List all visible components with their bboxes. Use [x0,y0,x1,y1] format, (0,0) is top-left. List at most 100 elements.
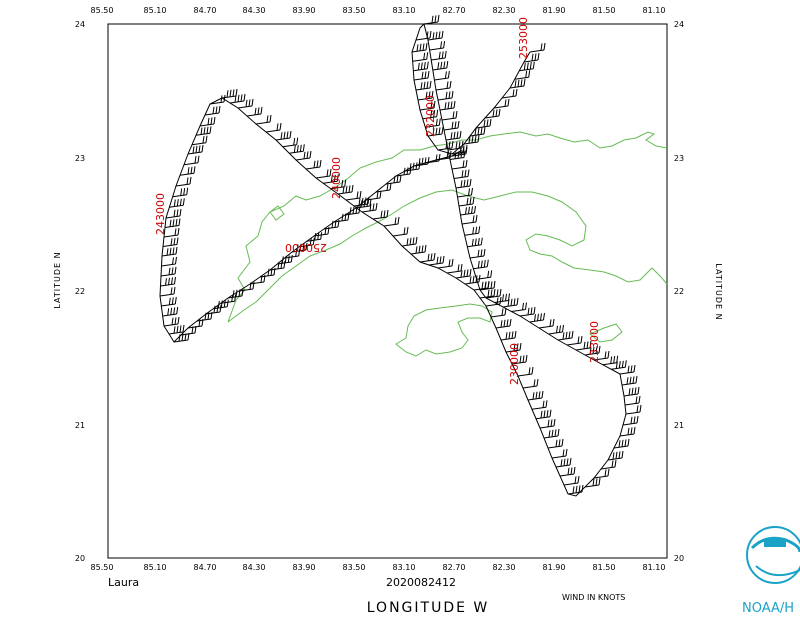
wind-barb-feather [631,387,634,395]
wind-barb-feather [213,305,216,313]
wind-barb-feather [532,392,535,400]
wind-barb-feather [453,100,456,109]
wind-barb-feather [240,94,243,102]
wind-barb-feather [280,261,283,269]
wind-barb-feather [207,117,210,125]
wind-barb-feather [182,198,185,206]
wind-barb-feather [202,136,205,144]
wind-barb-feather [245,99,248,107]
wind-barb-feather [469,178,472,187]
wind-barb-staff [229,100,245,104]
wind-barb-feather [283,260,286,269]
wind-barb-feather [287,255,290,263]
wind-barb-feather [437,14,440,23]
wind-barb-feather [444,50,447,59]
wind-barb-staff [514,76,529,80]
wind-barb-feather [438,127,441,135]
wind-barb-feather [483,119,486,127]
wind-barb-feather [525,70,528,78]
time-labels: 253000 232000 240000 243000 250000 23300… [154,17,601,385]
wind-barb-feather [639,404,642,413]
wind-barb-feather [369,203,372,211]
wind-barb-feather [235,289,238,297]
wind-barb-staff [401,243,417,247]
wind-barb-feather [469,268,472,277]
wind-barb-feather [460,263,463,272]
wind-barb-feather [431,90,434,99]
wind-barb-feather [319,159,322,168]
wind-barb-feather [430,253,433,261]
wind-barb-feather [471,135,474,143]
wind-barb-feather [627,365,630,373]
lon-tick-label: 83.90 [293,563,316,572]
wind-barb-feather [504,307,507,316]
wind-barb-feather [431,15,434,23]
wind-barb-feather [627,438,630,447]
wind-barb-feather [426,31,429,39]
wind-barb-staff [431,57,446,61]
wind-barb-staff [291,249,307,253]
wind-barb-staff [457,194,472,198]
wind-barb-staff [451,166,467,170]
wind-barb-feather [440,61,443,69]
wind-barb-feather [182,324,185,333]
wind-barb-feather [607,468,610,477]
wind-barb-staff [179,172,195,176]
wind-barb-feather [451,121,454,129]
wind-barb-feather [204,312,207,320]
wind-barb-feather [186,187,189,195]
wind-barb-staff [410,251,426,255]
wind-barb-feather [572,486,575,494]
wind-barb-feather [519,355,522,363]
wind-barb-staff [428,262,444,266]
wind-barb-feather [433,110,436,118]
wind-barb-feather [556,325,558,333]
wind-barb-feather [364,197,367,205]
wind-barb-feather [618,440,621,448]
wind-barb-feather [532,61,535,69]
wind-barb-staff [479,295,495,299]
wind-barb-feather [635,375,638,384]
wind-barb-feather [428,91,431,99]
wind-barb-feather [344,179,347,187]
wind-barb-feather [212,106,215,114]
wind-barb-feather [566,458,569,466]
wind-barb-feather [456,131,459,139]
wind-barb-feather [552,318,555,327]
wind-barb-feather [510,298,513,306]
lon-tick-label: 82.30 [493,563,516,572]
wind-barb-feather [361,197,364,205]
x-axis-label: LONGITUDE W [367,600,490,616]
wind-barb-feather [484,281,487,289]
wind-barb-feather [306,151,309,159]
wind-barb-staff [566,342,582,346]
wind-barb-staff [522,385,538,389]
wind-barb-staff [411,49,427,53]
wind-barb-feather [421,245,424,253]
lon-tick-label: 83.10 [393,6,416,15]
wind-barb-feather [316,160,319,168]
wind-barb-staff [168,331,184,335]
wind-barb-staff [404,168,420,172]
wind-barb-feather [380,210,383,218]
lat-tick-label: 21 [75,421,85,430]
wind-barb-feather [176,306,179,315]
wind-barb-staff [199,123,215,127]
wind-barb-feather [213,116,216,125]
wind-barb-feather [219,304,222,313]
wind-barb-feather [514,80,517,88]
wind-barb-feather [533,379,536,387]
wind-barb-staff [529,49,545,53]
wind-barb-feather [293,138,296,146]
wind-barb-feather [504,99,507,107]
wind-barb-feather [286,131,289,139]
wind-barb-staff [361,209,377,213]
wind-barb-feather [237,94,240,102]
wind-barb-feather [437,62,440,70]
wind-barb-staff [295,157,311,161]
lon-tick-label: 82.70 [443,6,466,15]
wind-barb-feather [299,144,302,152]
wind-barb-feather [471,238,474,246]
wind-barb-staff [500,337,516,341]
wind-barb-feather [578,485,581,493]
